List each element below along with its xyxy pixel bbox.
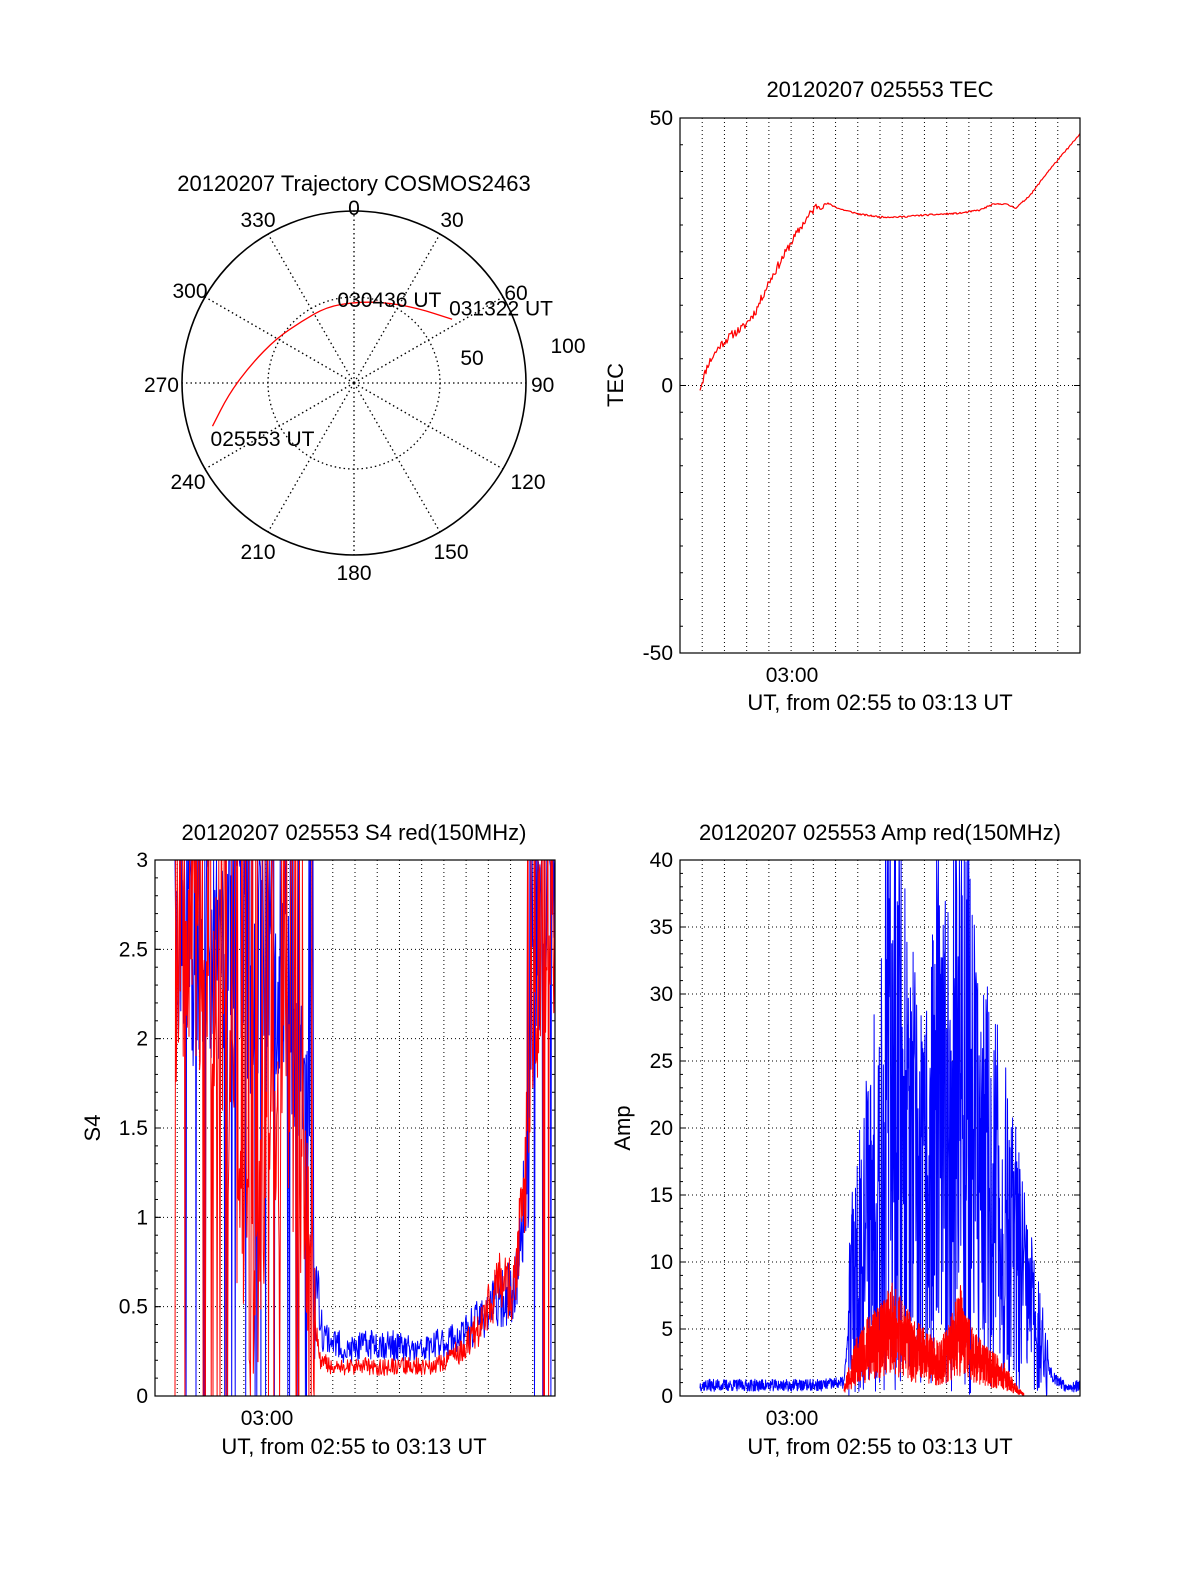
polar-panel: 20120207 Trajectory COSMOS2463 0 30 60 90 12… <box>144 171 586 585</box>
tec-ylabel: TEC <box>603 363 628 407</box>
polar-spoke-150 <box>353 382 441 533</box>
s4-ytick-label: 1.5 <box>119 1117 148 1140</box>
s4-ylabel: S4 <box>80 1115 105 1142</box>
polar-azimuth-label-120: 120 <box>510 471 545 494</box>
polar-trajectory-line <box>211 301 453 427</box>
polar-annotation-2: 030436 UT <box>337 289 441 312</box>
amp-ytick-label: 35 <box>650 916 673 939</box>
polar-spoke-210 <box>267 382 355 533</box>
amp-series-red <box>843 1282 1025 1396</box>
tec-plot: -50 0 50 03:00 <box>643 107 1081 687</box>
s4-ytick-label: 1 <box>136 1206 148 1229</box>
s4-series-red <box>174 859 556 1397</box>
polar-title: 20120207 Trajectory COSMOS2463 <box>177 171 530 196</box>
polar-trajectory <box>211 301 453 427</box>
s4-ytick-label: 2.5 <box>119 938 148 961</box>
amp-plot: 0 5 10 15 20 25 30 35 40 03:00 <box>650 849 1081 1430</box>
tec-frame <box>679 117 1081 654</box>
polar-annotation-3: 025553 UT <box>211 428 315 451</box>
s4-ytick-label: 0 <box>136 1385 148 1408</box>
tec-ytick-label: -50 <box>643 642 673 665</box>
s4-title: 20120207 025553 S4 red(150MHz) <box>182 820 527 845</box>
polar-azimuth-label-180: 180 <box>336 562 371 585</box>
amp-xlabel: UT, from 02:55 to 03:13 UT <box>747 1434 1012 1459</box>
tec-ytick-label: 0 <box>661 375 673 398</box>
polar-azimuth-label-300: 300 <box>172 280 207 303</box>
tec-ytick-label: 50 <box>650 107 673 130</box>
amp-ytick-label: 25 <box>650 1050 673 1073</box>
s4-ytick-label: 0.5 <box>119 1296 148 1319</box>
s4-ytick-label: 2 <box>136 1028 148 1051</box>
tec-series-red <box>699 133 1081 391</box>
tec-xtick-label: 03:00 <box>766 664 819 687</box>
s4-xtick-label: 03:00 <box>241 1407 294 1430</box>
polar-spoke-30 <box>353 233 441 384</box>
polar-azimuth-label-210: 210 <box>240 541 275 564</box>
amp-ytick-label: 15 <box>650 1184 673 1207</box>
amp-panel: 20120207 025553 Amp red(150MHz) UT, from… <box>610 820 1081 1459</box>
s4-panel: 20120207 025553 S4 red(150MHz) UT, from … <box>80 820 556 1459</box>
amp-ytick-label: 0 <box>661 1385 673 1408</box>
polar-azimuth-label-150: 150 <box>433 541 468 564</box>
polar-azimuth-label-30: 30 <box>440 209 463 232</box>
polar-spoke-60 <box>353 296 504 384</box>
polar-radial-label-100: 100 <box>550 335 585 358</box>
polar-azimuth-label-270: 270 <box>144 374 179 397</box>
amp-title: 20120207 025553 Amp red(150MHz) <box>699 820 1061 845</box>
s4-xlabel: UT, from 02:55 to 03:13 UT <box>221 1434 486 1459</box>
polar-azimuth-label-330: 330 <box>240 209 275 232</box>
polar-azimuth-label-90: 90 <box>531 374 554 397</box>
amp-ytick-label: 20 <box>650 1117 673 1140</box>
s4-plot: 0 0.5 1 1.5 2 2.5 3 03:00 <box>119 849 556 1430</box>
amp-ylabel: Amp <box>610 1105 635 1150</box>
tec-xlabel: UT, from 02:55 to 03:13 UT <box>747 690 1012 715</box>
polar-spoke-330 <box>267 233 355 384</box>
polar-spoke-240 <box>204 382 355 470</box>
polar-outer-ring <box>181 210 527 556</box>
tec-title: 20120207 025553 TEC <box>766 77 993 102</box>
s4-ytick-label: 3 <box>136 849 148 872</box>
polar-spoke-300 <box>204 296 355 384</box>
polar-ring-50 <box>267 296 441 470</box>
polar-azimuth-label-0: 0 <box>348 197 360 220</box>
polar-grid <box>181 210 527 556</box>
polar-labels: 0 30 60 90 120 150 180 210 240 270 300 330 50 100 0313… <box>144 197 586 585</box>
polar-azimuth-label-240: 240 <box>170 471 205 494</box>
amp-ytick-label: 5 <box>661 1318 673 1341</box>
amp-ytick-label: 10 <box>650 1251 673 1274</box>
polar-azimuth-label-60: 60 <box>504 282 527 305</box>
polar-annotation-1: 031322 UT <box>449 297 553 320</box>
amp-ytick-label: 40 <box>650 849 673 872</box>
amp-ytick-label: 30 <box>650 983 673 1006</box>
s4-frame <box>154 859 556 1397</box>
amp-xtick-label: 03:00 <box>766 1407 819 1430</box>
polar-radial-label-50: 50 <box>460 347 483 370</box>
amp-frame <box>679 859 1081 1397</box>
tec-panel: 20120207 025553 TEC UT, from 02:55 to 03… <box>603 77 1081 715</box>
